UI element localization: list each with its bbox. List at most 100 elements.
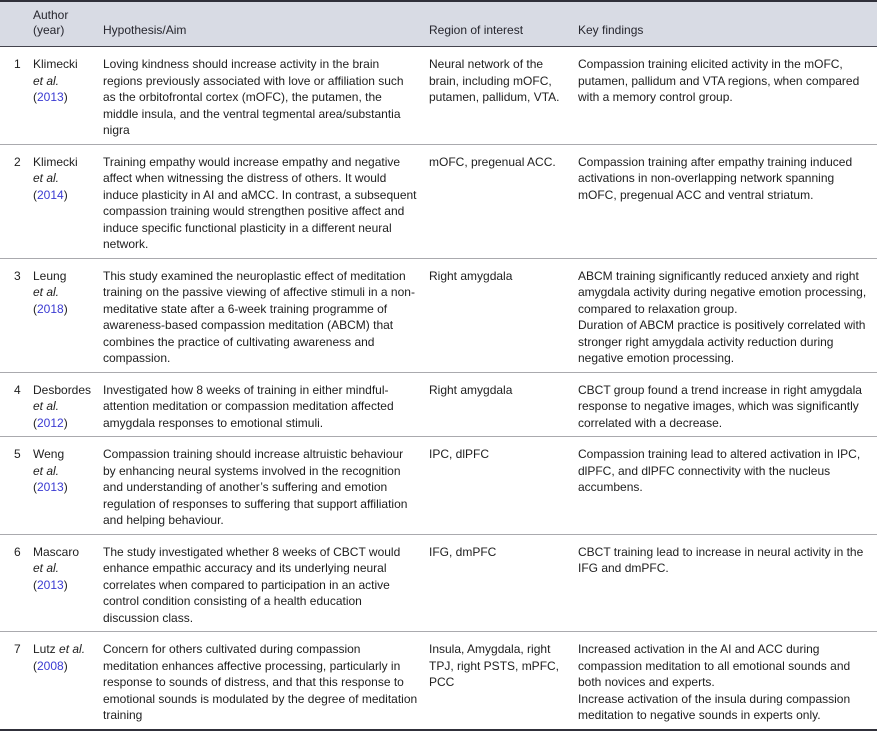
col-header-hypothesis: Hypothesis/Aim	[103, 1, 429, 47]
year-paren-close: )	[63, 90, 68, 104]
et-al-line: et al.	[33, 398, 95, 415]
author-year-line: (2008)	[33, 658, 95, 675]
year-paren-open: (	[33, 187, 37, 202]
col-header-author-line1: Author	[33, 8, 69, 22]
findings-cell: Compassion training after empathy traini…	[578, 143, 877, 258]
table-row: 5 Weng et al. (2013) Compassion training sho…	[0, 436, 877, 534]
table-row: 3 Leung et al. (2018) This study examined th…	[0, 257, 877, 372]
table-row: 4 Desbordes et al. (2012) Investigated how 8…	[0, 371, 877, 437]
findings-paragraph: ABCM training significantly reduced anxi…	[578, 268, 867, 316]
author-cell: Klimecki et al. (2014)	[33, 143, 103, 258]
table-row: 1 Klimecki et al. (2013) Loving kindness sho…	[0, 47, 877, 145]
table-row: 6 Mascaro et al. (2013) The study investigat…	[0, 533, 877, 632]
et-al-line: et al.	[33, 170, 95, 187]
et-al-line: et al.	[33, 560, 95, 577]
author-block: Desbordes et al. (2012)	[33, 382, 95, 432]
region-cell: IFG, dmPFC	[429, 533, 578, 632]
author-year-link[interactable]: 2013	[37, 577, 64, 592]
author-name: Klimecki	[33, 57, 78, 71]
et-al-line: et al.	[33, 463, 95, 480]
region-cell: Neural network of the brain, including m…	[429, 57, 560, 104]
et-al-text: et al.	[33, 171, 60, 185]
region-cell: IPC, dlPFC	[429, 436, 578, 534]
findings-cell: ABCM training significantly reduced anxi…	[578, 257, 877, 372]
et-al-text: et al.	[33, 73, 60, 88]
author-year-link[interactable]: 2014	[37, 187, 64, 202]
col-header-author: Author (year)	[33, 1, 103, 47]
author-block: Leung et al. (2018)	[33, 268, 95, 318]
findings-paragraph: Duration of ABCM practice is positively …	[578, 318, 866, 365]
et-al-line: et al.	[33, 73, 95, 90]
findings-cell: Compassion training elicited activity in…	[578, 47, 877, 145]
row-index: 5	[0, 436, 33, 534]
author-name: Leung	[33, 268, 67, 283]
et-al-text: et al.	[33, 561, 60, 575]
author-year-link[interactable]: 2013	[37, 480, 64, 494]
author-cell: Desbordes et al. (2012)	[33, 371, 103, 437]
hypothesis-cell: Compassion training should increase altr…	[103, 436, 429, 534]
author-cell: Leung et al. (2018)	[33, 257, 103, 372]
author-cell: Lutz et al. (2008)	[33, 631, 103, 730]
et-al-text: et al.	[33, 285, 60, 299]
author-block: Lutz et al. (2008)	[33, 641, 95, 674]
author-year-link[interactable]: 2018	[37, 301, 64, 316]
year-paren-close: )	[63, 658, 68, 673]
author-year-link[interactable]: 2012	[37, 415, 64, 430]
region-cell: Right amygdala	[429, 257, 578, 372]
col-header-findings: Key findings	[578, 1, 877, 47]
hypothesis-cell: Loving kindness should increase activity…	[103, 57, 404, 137]
author-name: Weng	[33, 447, 65, 461]
author-block: Mascaro et al. (2013)	[33, 544, 95, 594]
et-al-text: et al.	[59, 642, 86, 656]
year-paren-close: )	[63, 301, 68, 316]
author-year-line: (2012)	[33, 415, 95, 432]
hypothesis-cell: The study investigated whether 8 weeks o…	[103, 533, 429, 632]
author-cell: Weng et al. (2013)	[33, 436, 103, 534]
row-index: 4	[0, 371, 33, 437]
author-year-link[interactable]: 2013	[37, 90, 64, 104]
header-row: Author (year) Hypothesis/Aim Region of i…	[0, 1, 877, 47]
hypothesis-cell: Training empathy would increase empathy …	[103, 143, 429, 258]
findings-cell: Compassion training lead to altered acti…	[578, 436, 877, 534]
author-block: Klimecki et al. (2014)	[33, 154, 95, 204]
year-paren-open: (	[33, 480, 37, 494]
findings-cell: CBCT training lead to increase in neural…	[578, 533, 877, 632]
table-header: Author (year) Hypothesis/Aim Region of i…	[0, 1, 877, 47]
year-paren-close: )	[63, 415, 68, 430]
author-year-line: (2013)	[33, 89, 95, 106]
col-header-index	[0, 1, 33, 47]
findings-cell: CBCT group found a trend increase in rig…	[578, 371, 877, 437]
et-al-text: et al.	[33, 399, 60, 413]
findings-paragraph: Compassion training elicited activity in…	[578, 57, 860, 104]
hypothesis-cell: Concern for others cultivated during com…	[103, 631, 429, 730]
author-year-line: (2013)	[33, 577, 95, 594]
author-block: Klimecki et al. (2013)	[33, 56, 95, 106]
row-index: 6	[0, 533, 33, 632]
region-cell: Right amygdala	[429, 371, 578, 437]
author-name: Lutz et al.	[33, 642, 86, 656]
row-index: 3	[0, 257, 33, 372]
et-al-text: et al.	[33, 463, 60, 478]
author-year-line: (2013)	[33, 479, 95, 496]
year-paren-close: )	[63, 480, 68, 494]
col-header-region: Region of interest	[429, 1, 578, 47]
author-year-link[interactable]: 2008	[37, 658, 64, 673]
region-cell: Insula, Amygdala, right TPJ, right PSTS,…	[429, 631, 578, 730]
year-paren-open: (	[33, 90, 37, 104]
author-cell: Klimecki et al. (2013)	[33, 47, 103, 145]
findings-paragraph: CBCT group found a trend increase in rig…	[578, 382, 862, 430]
author-cell: Mascaro et al. (2013)	[33, 533, 103, 632]
table-row: 7 Lutz et al. (2008) Concern for others cul…	[0, 631, 877, 730]
hypothesis-cell: This study examined the neuroplastic eff…	[103, 257, 429, 372]
author-name: Klimecki	[33, 154, 78, 169]
year-paren-open: (	[33, 577, 37, 592]
author-year-line: (2018)	[33, 301, 95, 318]
et-al-line: et al.	[33, 284, 95, 301]
row-index: 1	[14, 57, 21, 71]
row-index: 7	[0, 631, 33, 730]
author-name: Desbordes	[33, 382, 92, 397]
findings-paragraph: Compassion training after empathy traini…	[578, 154, 853, 202]
region-cell: mOFC, pregenual ACC.	[429, 143, 578, 258]
row-index: 2	[0, 143, 33, 258]
